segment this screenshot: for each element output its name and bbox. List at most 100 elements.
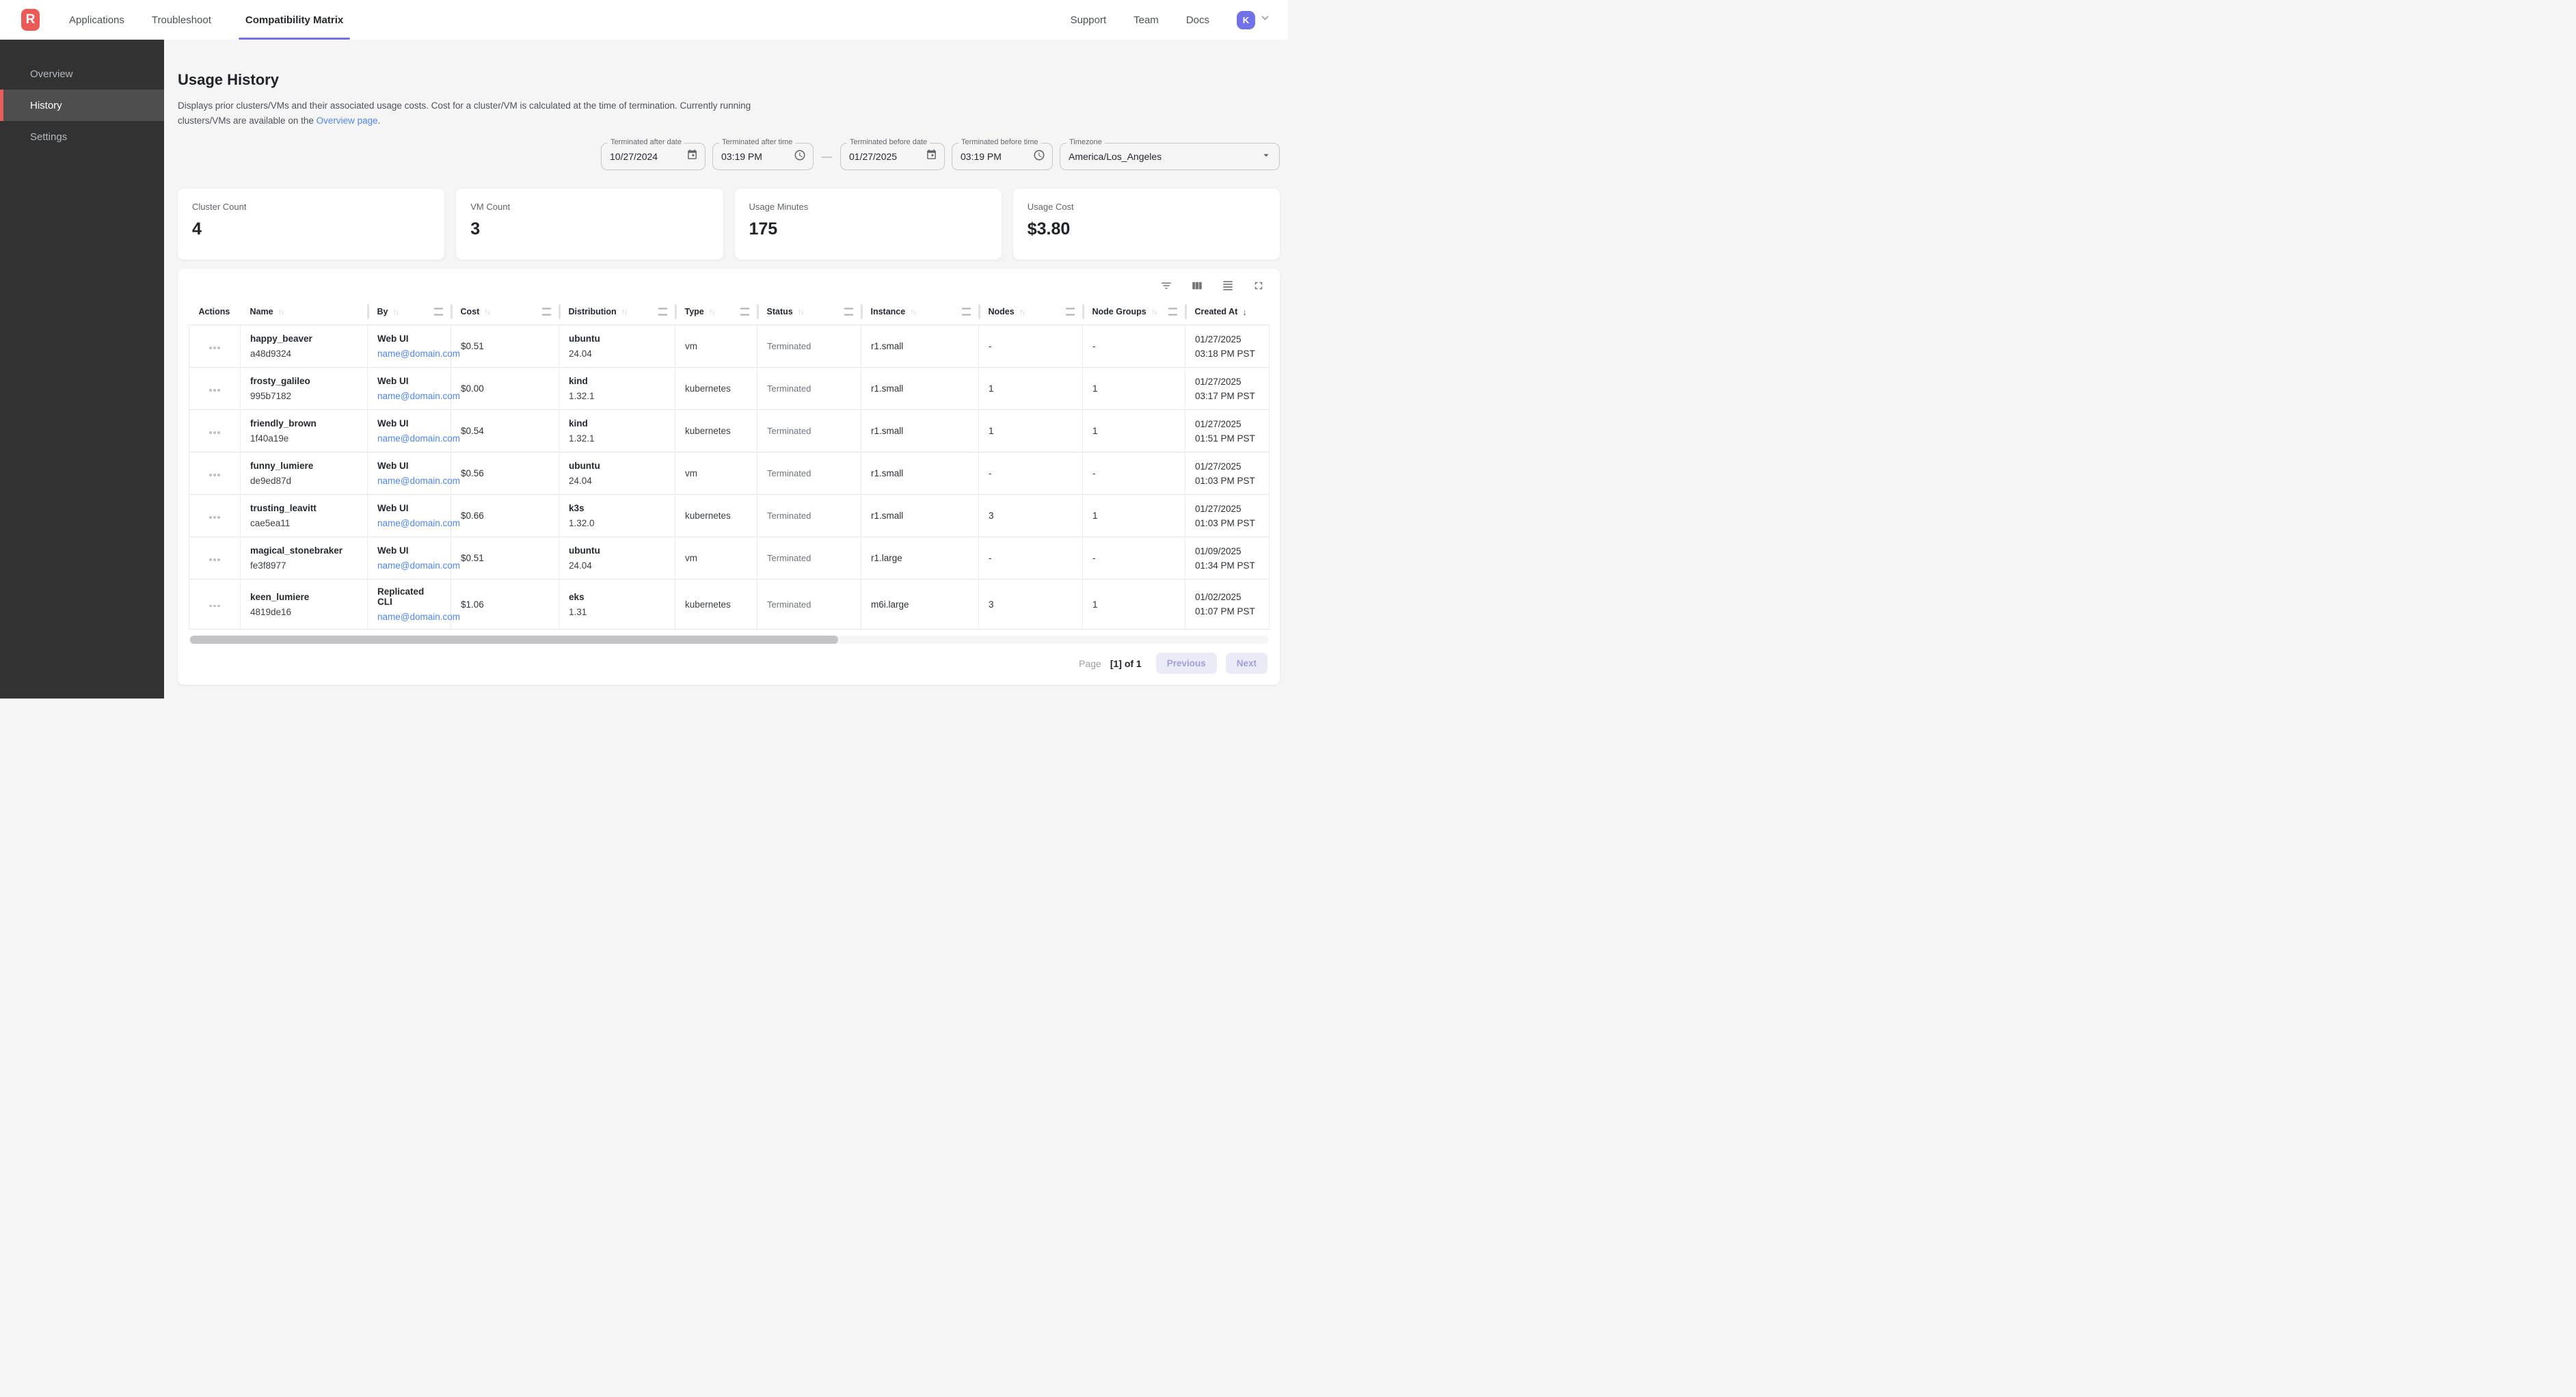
- cluster-name: happy_beaver: [250, 334, 358, 344]
- nav-troubleshoot[interactable]: Troubleshoot: [152, 0, 211, 40]
- column-menu-icon[interactable]: [962, 308, 971, 316]
- column-header-created-at[interactable]: Created At ↓: [1185, 299, 1270, 325]
- type-value: vm: [685, 468, 697, 478]
- sort-icon[interactable]: ↑↓: [1151, 307, 1158, 316]
- sort-icon[interactable]: ↑↓: [278, 307, 285, 316]
- fullscreen-icon[interactable]: [1252, 280, 1265, 292]
- node-groups-value: 1: [1092, 511, 1098, 521]
- sort-icon[interactable]: ↑↓: [709, 307, 716, 316]
- column-header-type[interactable]: Type ↑↓: [675, 299, 757, 325]
- replicated-logo[interactable]: R: [21, 9, 40, 31]
- table-row: keen_lumiere4819de16Replicated CLIname@d…: [189, 580, 1270, 629]
- filter-icon[interactable]: [1160, 280, 1172, 292]
- sort-icon[interactable]: ↑↓: [798, 307, 805, 316]
- created-by-source: Web UI: [377, 461, 441, 471]
- sort-desc-icon[interactable]: ↓: [1242, 307, 1248, 317]
- sort-icon[interactable]: ↑↓: [484, 307, 491, 316]
- column-label: Created At: [1195, 307, 1238, 316]
- created-time: 03:17 PM PST: [1195, 391, 1259, 401]
- created-by-email-link[interactable]: name@domain.com: [377, 518, 441, 528]
- density-icon[interactable]: [1222, 280, 1234, 292]
- previous-page-button[interactable]: Previous: [1156, 653, 1217, 674]
- sidebar-item-history[interactable]: History: [0, 90, 164, 121]
- status-cell: Terminated: [757, 452, 861, 495]
- top-navigation-bar: R Applications Troubleshoot Compatibilit…: [0, 0, 1288, 40]
- column-label: Instance: [871, 307, 906, 316]
- created-by-email-link[interactable]: name@domain.com: [377, 433, 441, 444]
- column-header-nodes[interactable]: Nodes↑↓: [979, 299, 1083, 325]
- row-actions-button[interactable]: [206, 602, 223, 610]
- created-by-email-link[interactable]: name@domain.com: [377, 612, 441, 622]
- user-menu[interactable]: K: [1237, 11, 1270, 29]
- cost-cell: $0.51: [451, 537, 559, 580]
- field-value: 10/27/2024: [610, 151, 658, 162]
- status-cell: Terminated: [757, 580, 861, 629]
- terminated-before-date-field[interactable]: Terminated before date 01/27/2025: [840, 143, 945, 170]
- status-cell: Terminated: [757, 410, 861, 452]
- row-actions-button[interactable]: [206, 344, 223, 352]
- row-actions-button[interactable]: [206, 386, 223, 394]
- sort-icon[interactable]: ↑↓: [910, 307, 917, 316]
- column-header-name[interactable]: Name↑↓: [241, 299, 368, 325]
- row-actions-button[interactable]: [206, 471, 223, 479]
- column-menu-icon[interactable]: [1168, 308, 1177, 316]
- created-at-cell: 01/27/202501:03 PM PST: [1185, 495, 1270, 537]
- row-actions-button[interactable]: [206, 429, 223, 437]
- column-header-distribution[interactable]: Distribution↑↓: [559, 299, 675, 325]
- row-actions-button[interactable]: [206, 556, 223, 564]
- field-value: America/Los_Angeles: [1069, 151, 1162, 162]
- column-header-instance[interactable]: Instance ↑↓: [861, 299, 979, 325]
- column-menu-icon[interactable]: [434, 308, 443, 316]
- sort-icon[interactable]: ↑↓: [621, 307, 628, 316]
- stat-label: Usage Cost: [1028, 202, 1265, 212]
- created-at-cell: 01/27/202503:18 PM PST: [1185, 325, 1270, 368]
- column-header-cost[interactable]: Cost↑↓: [451, 299, 559, 325]
- columns-icon[interactable]: [1191, 280, 1203, 292]
- instance-cell: r1.small: [861, 325, 979, 368]
- terminated-before-time-field[interactable]: Terminated before time 03:19 PM: [952, 143, 1053, 170]
- overview-page-link[interactable]: Overview page: [317, 116, 378, 126]
- type-cell: vm: [675, 325, 757, 368]
- created-by-email-link[interactable]: name@domain.com: [377, 476, 441, 486]
- distribution-version: 1.32.0: [569, 518, 665, 528]
- next-page-button[interactable]: Next: [1226, 653, 1267, 674]
- row-actions-button[interactable]: [206, 513, 223, 521]
- cost-cell: $0.66: [451, 495, 559, 537]
- cost-cell: $0.51: [451, 325, 559, 368]
- chevron-down-icon[interactable]: [1260, 13, 1270, 27]
- description-line1: Displays prior clusters/VMs and their as…: [178, 98, 1280, 113]
- sidebar-item-settings[interactable]: Settings: [0, 121, 164, 152]
- column-header-by[interactable]: By↑↓: [368, 299, 451, 325]
- nav-team[interactable]: Team: [1133, 0, 1159, 40]
- nav-support[interactable]: Support: [1071, 0, 1107, 40]
- distribution-name: kind: [569, 418, 665, 429]
- timezone-select[interactable]: Timezone America/Los_Angeles: [1060, 143, 1280, 170]
- created-by-email-link[interactable]: name@domain.com: [377, 560, 441, 571]
- avatar[interactable]: K: [1237, 11, 1255, 29]
- nav-applications[interactable]: Applications: [69, 0, 124, 40]
- nodes-value: 3: [989, 511, 994, 521]
- terminated-after-date-field[interactable]: Terminated after date 10/27/2024: [601, 143, 706, 170]
- created-by-email-link[interactable]: name@domain.com: [377, 349, 441, 359]
- column-menu-icon[interactable]: [844, 308, 853, 316]
- column-menu-icon[interactable]: [740, 308, 749, 316]
- terminated-after-time-field[interactable]: Terminated after time 03:19 PM: [712, 143, 814, 170]
- created-by-email-link[interactable]: name@domain.com: [377, 391, 441, 401]
- cluster-id: fe3f8977: [250, 560, 358, 571]
- column-menu-icon[interactable]: [1066, 308, 1075, 316]
- table-toolbar: [189, 269, 1269, 299]
- sidebar-item-overview[interactable]: Overview: [0, 58, 164, 90]
- column-header-node-groups[interactable]: Node Groups↑↓: [1083, 299, 1185, 325]
- distribution-version: 1.32.1: [569, 433, 665, 444]
- sort-icon[interactable]: ↑↓: [392, 307, 399, 316]
- horizontal-scrollbar-thumb[interactable]: [190, 636, 838, 644]
- nav-compatibility-matrix[interactable]: Compatibility Matrix: [239, 0, 350, 40]
- sort-icon[interactable]: ↑↓: [1019, 307, 1026, 316]
- horizontal-scrollbar-track[interactable]: [189, 636, 1269, 644]
- column-header-status[interactable]: Status↑↓: [757, 299, 861, 325]
- column-menu-icon[interactable]: [658, 308, 667, 316]
- column-label: Type: [685, 307, 704, 316]
- distribution-cell: kind 1.32.1: [559, 410, 675, 452]
- column-menu-icon[interactable]: [542, 308, 551, 316]
- nav-docs[interactable]: Docs: [1186, 0, 1209, 40]
